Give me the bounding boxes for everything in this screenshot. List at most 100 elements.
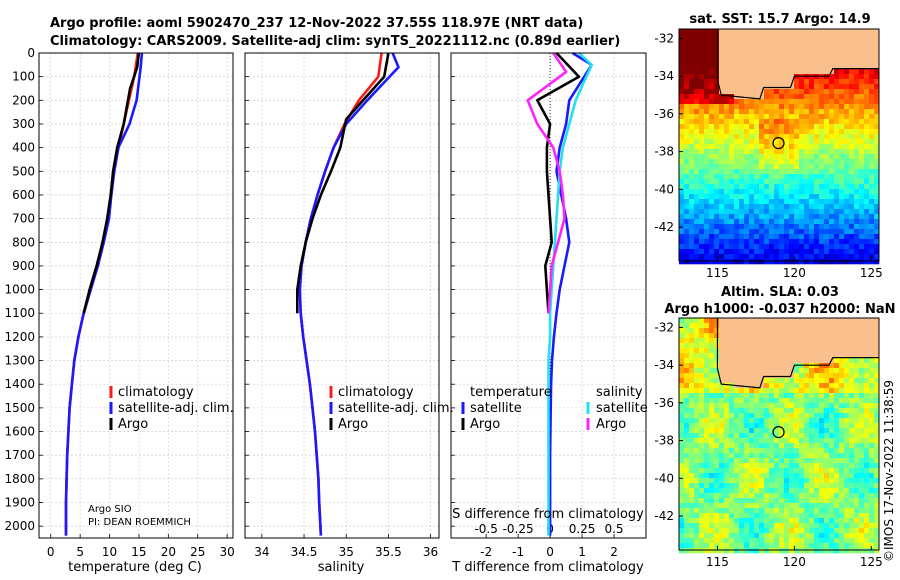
map-cell — [759, 368, 765, 374]
map-cell — [729, 234, 735, 240]
map-cell — [809, 463, 815, 469]
map-cell — [824, 408, 830, 414]
map-cell — [794, 393, 800, 399]
map-cell — [724, 453, 730, 459]
map-cell — [869, 104, 875, 110]
map-cell — [689, 453, 695, 459]
map-cell — [764, 318, 770, 324]
map-cell — [774, 338, 780, 344]
map-cell — [814, 49, 820, 55]
map-cell — [844, 49, 850, 55]
map-cell — [834, 164, 840, 170]
map-cell — [814, 229, 820, 235]
plot-frame — [244, 52, 440, 539]
map-cell — [839, 64, 845, 70]
map-cell — [709, 34, 715, 40]
map-cell — [874, 403, 880, 409]
map-cell — [854, 473, 860, 479]
map-cell — [734, 129, 740, 135]
map-cell — [684, 79, 690, 85]
map-cell — [819, 194, 825, 200]
map-cell — [689, 114, 695, 120]
map-cell — [834, 119, 840, 125]
map-cell — [764, 438, 770, 444]
map-cell — [864, 149, 870, 155]
map-cell — [744, 59, 750, 65]
map-cell — [844, 79, 850, 85]
map-cell — [839, 184, 845, 190]
map-cell — [679, 473, 685, 479]
map-cell — [784, 249, 790, 255]
map-cell — [829, 548, 835, 554]
map-cell — [809, 49, 815, 55]
map-cell — [789, 59, 795, 65]
map-cell — [809, 548, 815, 554]
map-cell — [854, 254, 860, 260]
map-cell — [689, 458, 695, 464]
map-cell — [849, 39, 855, 45]
map-cell — [704, 358, 710, 364]
map-cell — [869, 244, 875, 250]
map-cell — [859, 84, 865, 90]
map-cell — [689, 513, 695, 519]
map-cell — [814, 54, 820, 60]
map-cell — [779, 458, 785, 464]
map-cell — [724, 433, 730, 439]
map-cell — [789, 64, 795, 70]
map-cell — [759, 214, 765, 220]
map-cell — [829, 59, 835, 65]
map-cell — [819, 398, 825, 404]
map-cell — [754, 523, 760, 529]
map-cell — [764, 254, 770, 260]
map-cell — [684, 473, 690, 479]
map-cell — [724, 84, 730, 90]
map-cell — [734, 179, 740, 185]
series-line-climatology — [64, 52, 140, 536]
map-cell — [729, 204, 735, 210]
map-cell — [699, 74, 705, 80]
map-cell — [734, 473, 740, 479]
map-cell — [704, 363, 710, 369]
map-cell — [859, 189, 865, 195]
map-cell — [829, 348, 835, 354]
map-cell — [784, 548, 790, 554]
map-cell — [684, 129, 690, 135]
map-cell — [679, 139, 685, 145]
map-cell — [829, 114, 835, 120]
map-cell — [754, 164, 760, 170]
map-cell — [724, 69, 730, 75]
map-cell — [699, 34, 705, 40]
map-cell — [719, 224, 725, 230]
map-cell — [719, 328, 725, 334]
map-cell — [874, 398, 880, 404]
map-cell — [704, 254, 710, 260]
map-cell — [694, 393, 700, 399]
map-cell — [774, 538, 780, 544]
map-cell — [779, 488, 785, 494]
map-cell — [704, 124, 710, 130]
map-cell — [844, 39, 850, 45]
map-cell — [744, 149, 750, 155]
map-cell — [719, 54, 725, 60]
map-cell — [864, 194, 870, 200]
map-cell — [709, 199, 715, 205]
map-cell — [689, 169, 695, 175]
map-cell — [834, 29, 840, 35]
map-cell — [754, 503, 760, 509]
map-cell — [784, 343, 790, 349]
map-cell — [699, 338, 705, 344]
map-cell — [734, 99, 740, 105]
map-cell — [714, 169, 720, 175]
map-cell — [794, 333, 800, 339]
map-cell — [764, 373, 770, 379]
map-cell — [714, 358, 720, 364]
map-cell — [809, 508, 815, 514]
map-cell — [709, 159, 715, 165]
map-cell — [744, 433, 750, 439]
map-cell — [789, 368, 795, 374]
map-cell — [774, 323, 780, 329]
map-cell — [704, 328, 710, 334]
map-cell — [734, 84, 740, 90]
map-cell — [824, 378, 830, 384]
map-cell — [859, 164, 865, 170]
